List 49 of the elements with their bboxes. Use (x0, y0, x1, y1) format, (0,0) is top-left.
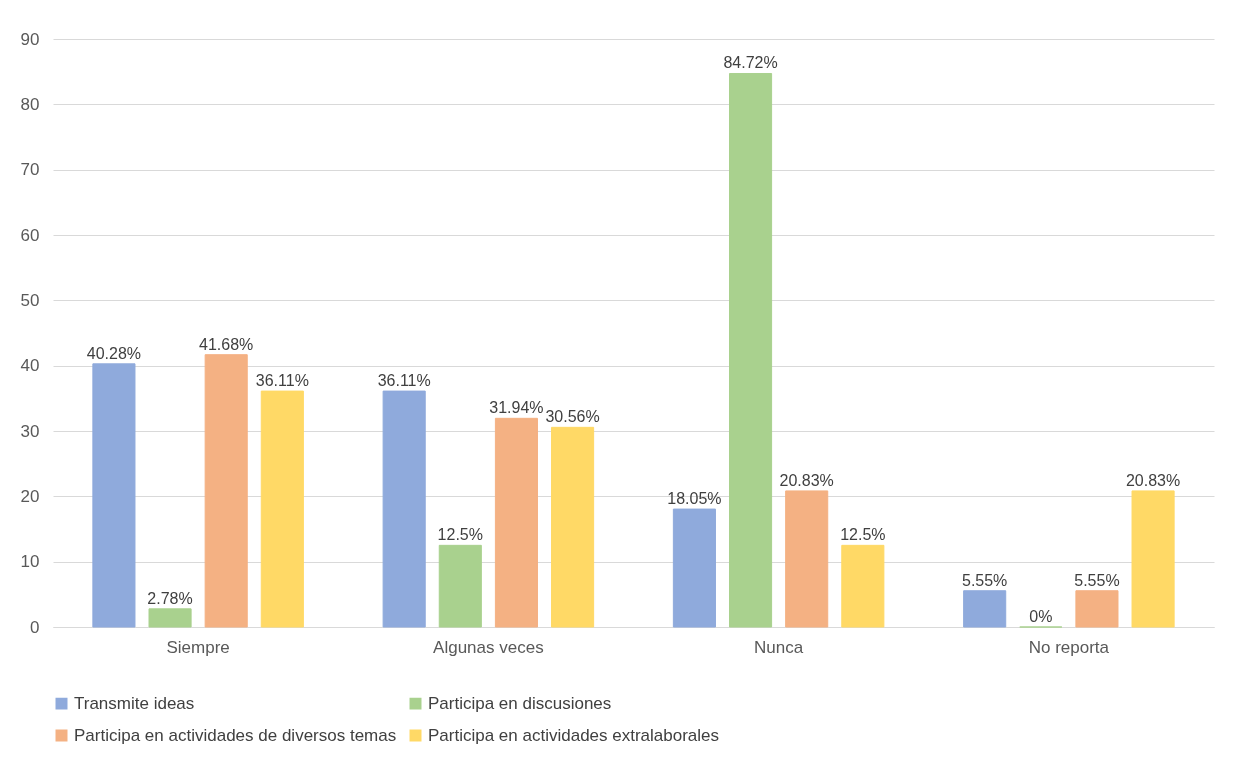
bar (963, 590, 1007, 628)
legend-label: Transmite ideas (74, 693, 195, 713)
bar (672, 508, 716, 628)
data-label: 12.5% (437, 526, 483, 544)
legend-label: Participa en actividades de diversos temas (74, 725, 397, 745)
data-label: 40.28% (86, 344, 142, 362)
x-tick-label: Siempre (166, 637, 230, 657)
bar (551, 426, 595, 628)
bar (729, 73, 773, 628)
y-tick-label: 90 (20, 29, 40, 49)
data-label: 84.72% (723, 54, 778, 72)
y-tick-label: 80 (20, 94, 40, 114)
bar (260, 390, 304, 628)
data-label: 41.68% (199, 335, 254, 353)
y-tick-label: 0 (30, 617, 40, 637)
data-label: 18.05% (667, 490, 722, 508)
bar (1075, 590, 1119, 628)
data-label: 30.56% (545, 408, 600, 426)
y-tick-label: 50 (20, 290, 40, 310)
data-label: 31.94% (489, 399, 544, 417)
bar (841, 544, 885, 628)
x-tick-label: Nunca (754, 637, 804, 657)
x-tick-label: No reporta (1028, 637, 1110, 657)
legend-label: Participa en discusiones (428, 693, 612, 713)
bar (438, 544, 482, 628)
data-label: 0% (1029, 608, 1053, 625)
y-tick-label: 30 (20, 421, 40, 441)
bar (382, 390, 426, 628)
data-label: 36.11% (377, 372, 431, 390)
data-label: 5.55% (1074, 571, 1120, 589)
bar (494, 417, 538, 628)
bar (1131, 490, 1175, 628)
bar (92, 363, 136, 628)
data-label: 2.78% (147, 589, 193, 607)
bar (148, 608, 192, 628)
y-tick-label: 20 (20, 486, 40, 506)
data-label: 5.55% (961, 571, 1008, 589)
y-tick-label: 60 (20, 225, 40, 245)
x-tick-label: Algunas veces (433, 637, 544, 657)
data-label: 12.5% (840, 526, 886, 544)
y-tick-label: 10 (20, 552, 40, 572)
data-label: 20.83% (1125, 471, 1181, 489)
y-tick-label: 40 (20, 356, 40, 376)
bar (204, 354, 248, 628)
legend-label: Participa en actividades extralaborales (428, 725, 720, 745)
data-label: 36.11% (255, 372, 309, 390)
y-tick-label: 70 (20, 160, 40, 180)
data-label: 20.83% (779, 471, 834, 489)
bar (785, 490, 829, 628)
